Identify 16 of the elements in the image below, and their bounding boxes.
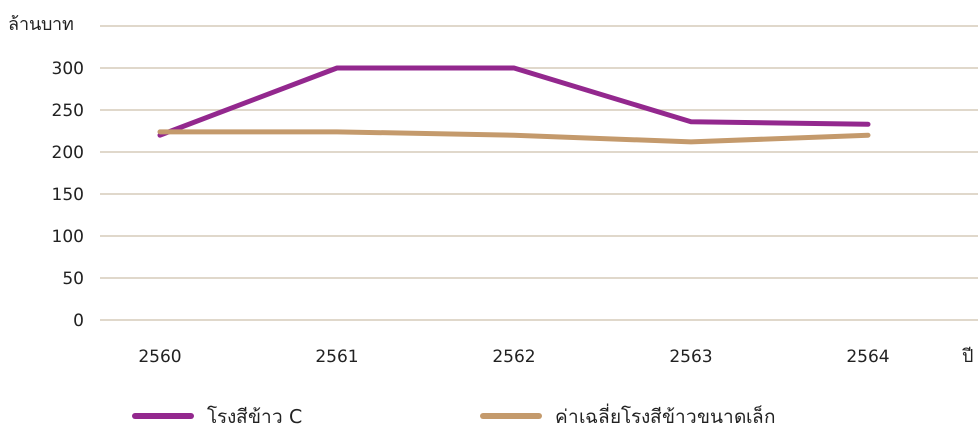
legend-label: โรงสีข้าว C bbox=[207, 405, 302, 428]
y-tick-label: 300 bbox=[52, 59, 84, 79]
y-tick-label: 0 bbox=[73, 311, 84, 331]
x-tick-label: 2561 bbox=[315, 347, 359, 367]
y-tick-label: 250 bbox=[52, 101, 84, 121]
legend-label: ค่าเฉลี่ยโรงสีข้าวขนาดเล็ก bbox=[555, 403, 776, 428]
x-axis-title: ปี bbox=[962, 346, 973, 367]
x-tick-label: 2564 bbox=[846, 347, 890, 367]
x-tick-label: 2563 bbox=[669, 347, 713, 367]
x-tick-label: 2560 bbox=[138, 347, 182, 367]
x-tick-label: 2562 bbox=[492, 347, 536, 367]
y-tick-label: 150 bbox=[52, 185, 84, 205]
y-tick-label: 100 bbox=[52, 227, 84, 247]
y-tick-label: 50 bbox=[62, 269, 84, 289]
y-axis-title: ล้านบาท bbox=[8, 14, 74, 35]
y-tick-label: 200 bbox=[52, 143, 84, 163]
